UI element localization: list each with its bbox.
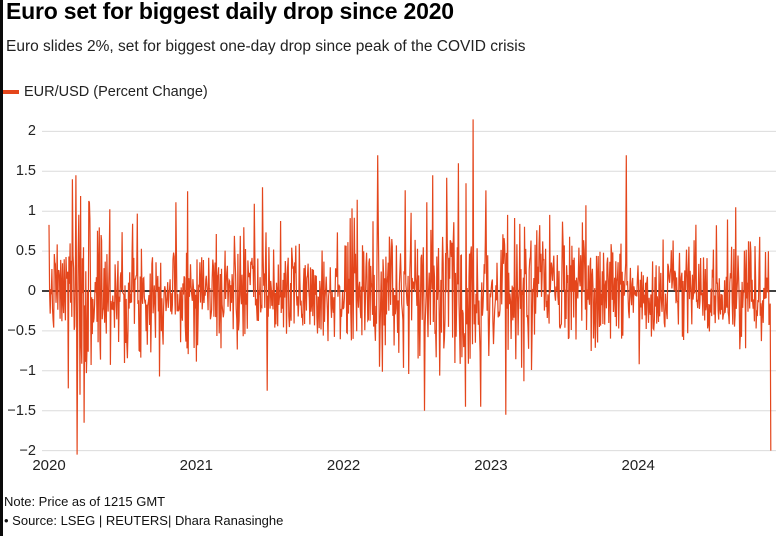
x-tick-label: 2021 <box>179 457 213 474</box>
series-path-eurusd <box>48 119 772 455</box>
y-tick-label: −0.5 <box>7 322 36 339</box>
x-tick-label: 2024 <box>621 457 655 474</box>
y-tick-label: 0.5 <box>15 243 36 260</box>
legend-label: EUR/USD (Percent Change) <box>24 84 208 100</box>
x-tick-label: 2023 <box>474 457 508 474</box>
y-tick-label: −1 <box>19 362 36 379</box>
y-tick-label: 0 <box>27 283 36 299</box>
chart-note: Note: Price as of 1215 GMT <box>4 494 166 509</box>
x-tick-label: 2020 <box>32 457 66 474</box>
legend-line-swatch-icon <box>3 90 19 94</box>
y-tick-label: 1.5 <box>15 163 36 180</box>
x-tick-label: 2022 <box>326 457 361 474</box>
chart-source: • Source: LSEG | REUTERS| Dhara Ranasing… <box>4 513 284 528</box>
y-tick-label: −1.5 <box>7 402 36 419</box>
legend: EUR/USD (Percent Change) <box>3 84 208 100</box>
left-border-rule <box>0 0 3 536</box>
y-tick-label: 1 <box>27 203 36 220</box>
chart-subtitle: Euro slides 2%, set for biggest one-day … <box>6 38 526 55</box>
page-title: Euro set for biggest daily drop since 20… <box>6 0 454 24</box>
y-tick-label: −2 <box>19 442 36 459</box>
y-tick-label: 2 <box>27 123 36 140</box>
